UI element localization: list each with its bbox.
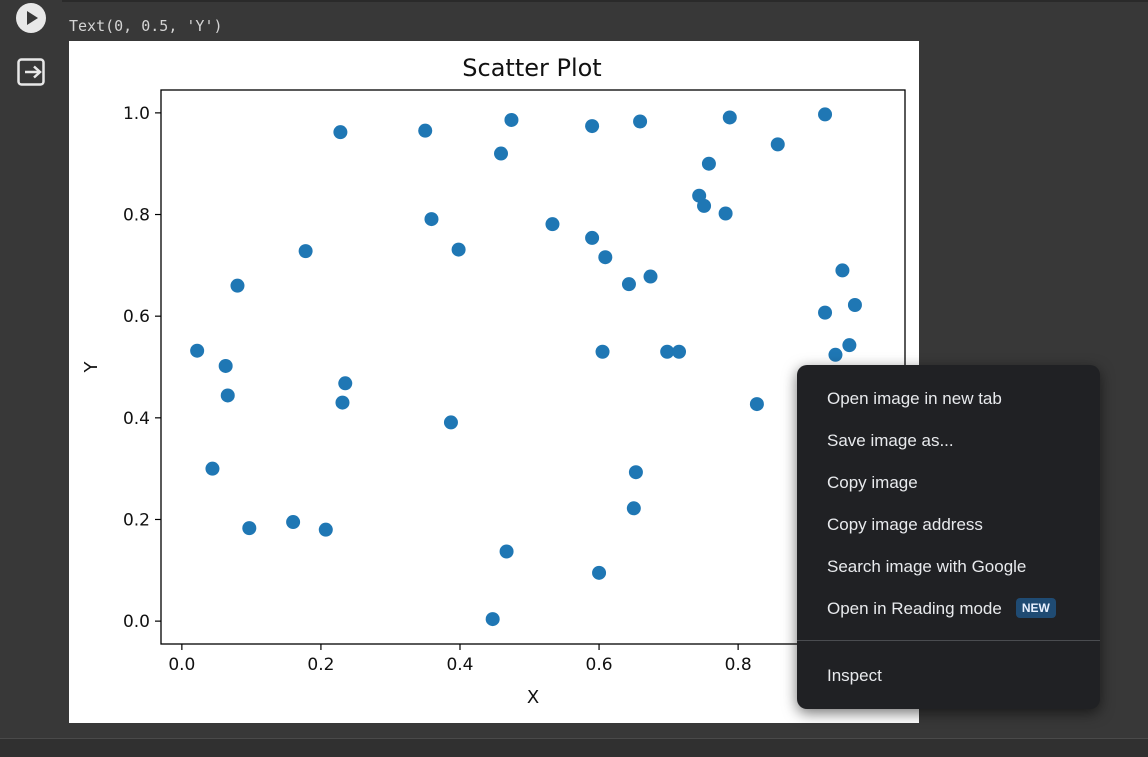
bottom-bar: [0, 738, 1148, 757]
scatter-point: [585, 230, 600, 245]
output-toggle-button[interactable]: [16, 57, 46, 87]
window-top-edge: [0, 0, 1148, 2]
y-tick-label: 0.6: [123, 307, 150, 327]
scatter-plot-image[interactable]: Scatter Plot 0.0 0.2 0.4 0.6 0.8 0.0 0.2 0.4 0.6…: [69, 41, 919, 723]
scatter-point: [701, 156, 716, 171]
scatter-point: [842, 338, 857, 353]
menu-item-inspect[interactable]: Inspect: [827, 666, 882, 685]
cell-output-text: Text(0, 0.5, 'Y'): [69, 17, 223, 35]
scatter-point: [499, 544, 514, 559]
run-cell-button[interactable]: [16, 3, 46, 33]
x-tick-label: 0.8: [725, 655, 752, 675]
scatter-point: [418, 123, 433, 138]
scatter-point: [485, 612, 500, 627]
scatter-point: [190, 343, 205, 358]
scatter-point: [643, 269, 658, 284]
scatter-point: [628, 465, 643, 480]
scatter-point: [333, 125, 348, 140]
scatter-chart: Scatter Plot 0.0 0.2 0.4 0.6 0.8 0.0 0.2 0.4 0.6…: [81, 54, 906, 708]
y-tick-label: 1.0: [123, 104, 150, 124]
scatter-point: [828, 347, 843, 362]
scatter-point: [621, 277, 636, 292]
scatter-point: [504, 112, 519, 127]
y-axis-label: Y: [81, 361, 102, 374]
x-axis-label: X: [527, 687, 539, 708]
menu-separator: [797, 640, 1100, 641]
scatter-point: [205, 461, 220, 476]
y-tick-label: 0.4: [123, 409, 150, 429]
menu-item-search-image-google[interactable]: Search image with Google: [827, 557, 1027, 576]
scatter-point: [592, 565, 607, 580]
output-toggle-icon: [17, 58, 45, 86]
scatter-point: [443, 415, 458, 430]
chart-title: Scatter Plot: [462, 54, 601, 82]
scatter-point: [660, 344, 675, 359]
menu-item-reading-mode-label: Open in Reading mode: [827, 599, 1002, 618]
scatter-point: [545, 217, 560, 232]
scatter-point: [298, 244, 313, 259]
menu-item-open-new-tab[interactable]: Open image in new tab: [827, 389, 1002, 408]
scatter-point: [835, 263, 850, 278]
scatter-point: [242, 521, 257, 536]
y-tick-label: 0.8: [123, 206, 150, 226]
menu-item-copy-image-address[interactable]: Copy image address: [827, 515, 983, 534]
scatter-point: [598, 250, 613, 265]
scatter-point: [451, 242, 466, 257]
y-tick-label: 0.2: [123, 510, 150, 530]
scatter-point: [286, 515, 301, 530]
menu-item-copy-image[interactable]: Copy image: [827, 473, 918, 492]
scatter-point: [722, 110, 737, 125]
scatter-point: [595, 344, 610, 359]
menu-item-save-image[interactable]: Save image as...: [827, 431, 954, 450]
context-menu: Open image in new tab Save image as... C…: [797, 365, 1100, 709]
x-tick-label: 0.6: [586, 655, 613, 675]
new-badge: NEW: [1015, 597, 1056, 618]
x-tick-label: 0.0: [168, 655, 195, 675]
scatter-point: [672, 344, 687, 359]
scatter-point: [818, 107, 833, 122]
scatter-point: [494, 146, 509, 161]
scatter-point: [230, 278, 245, 293]
plot-frame: [160, 89, 906, 645]
scatter-point: [424, 212, 439, 227]
scatter-point: [749, 397, 764, 412]
scatter-point: [220, 388, 235, 403]
scatter-point: [335, 395, 350, 410]
scatter-point: [633, 114, 648, 129]
y-tick-label: 0.0: [123, 612, 150, 632]
scatter-point: [585, 119, 600, 134]
scatter-point: [218, 358, 233, 373]
scatter-point: [718, 206, 733, 221]
scatter-point: [338, 376, 353, 391]
scatter-point: [318, 522, 333, 537]
scatter-point: [847, 297, 862, 312]
x-tick-label: 0.4: [446, 655, 473, 675]
scatter-point: [626, 501, 641, 516]
scatter-point: [770, 137, 785, 152]
scatter-point: [697, 198, 712, 213]
x-tick-label: 0.2: [307, 655, 334, 675]
cell-gutter: [0, 0, 62, 738]
scatter-point: [818, 305, 833, 320]
menu-item-reading-mode[interactable]: Open in Reading mode NEW: [797, 588, 1100, 630]
